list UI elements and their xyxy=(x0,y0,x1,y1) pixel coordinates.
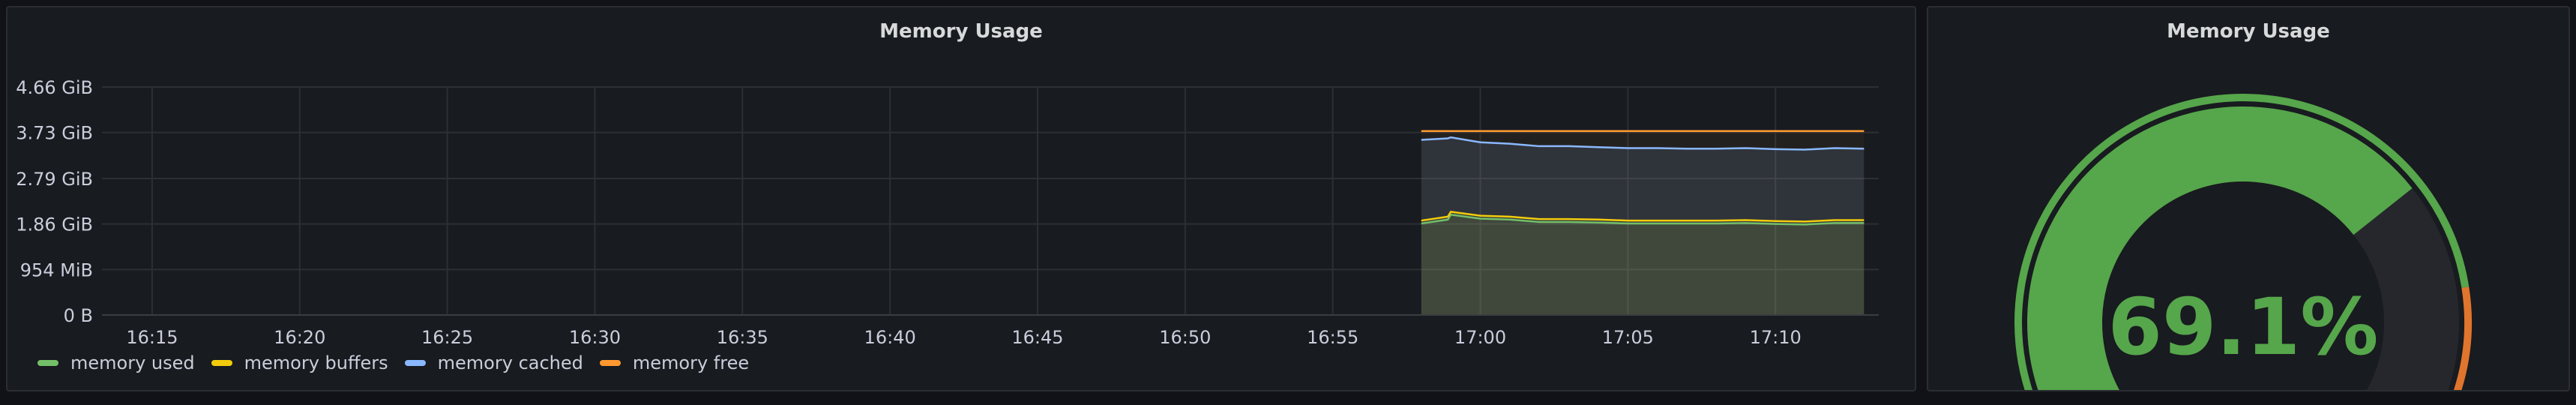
x-tick-label: 16:20 xyxy=(274,327,325,348)
y-tick-label: 3.73 GiB xyxy=(16,123,93,144)
x-tick-label: 16:40 xyxy=(864,327,916,348)
x-tick-label: 16:25 xyxy=(421,327,473,348)
y-tick-label: 2.79 GiB xyxy=(16,169,93,190)
x-tick-label: 16:50 xyxy=(1159,327,1211,348)
legend-label: memory cached xyxy=(437,352,583,374)
gauge-panel: Memory Usage 69.1% xyxy=(1927,6,2570,392)
y-tick-label: 954 MiB xyxy=(20,260,93,280)
gauge-value-arc xyxy=(2027,106,2413,390)
legend-item-memory-buffers[interactable]: memory buffers xyxy=(211,352,388,374)
legend-swatch xyxy=(599,360,621,366)
legend-swatch xyxy=(404,360,426,366)
x-tick-label: 17:10 xyxy=(1750,327,1802,348)
legend-label: memory buffers xyxy=(244,352,388,374)
x-tick-label: 17:05 xyxy=(1602,327,1654,348)
gauge-threshold-band xyxy=(2014,94,2470,390)
legend-label: memory free xyxy=(632,352,750,374)
x-tick-label: 16:30 xyxy=(569,327,621,348)
legend-item-memory-cached[interactable]: memory cached xyxy=(404,352,583,374)
x-tick-label: 17:00 xyxy=(1454,327,1506,348)
x-tick-label: 16:45 xyxy=(1011,327,1063,348)
series-area-memory-buffers xyxy=(1421,212,1865,315)
x-tick-label: 16:35 xyxy=(717,327,768,348)
memory-usage-timeseries-chart: 0 B 954 MiB 1.86 GiB 2.79 GiB 3.73 GiB 4.66 G… xyxy=(16,77,1879,348)
series-line-memory-used[interactable] xyxy=(1421,213,1865,226)
timeseries-panel: Memory Usage 0 B 954 MiB 1.86 GiB 2.79 GiB 3… xyxy=(6,6,1916,392)
legend: memory used memory buffers memory cached me… xyxy=(37,352,765,374)
series-line-memory-cached[interactable] xyxy=(1421,136,1865,151)
legend-item-memory-free[interactable]: memory free xyxy=(599,352,750,374)
legend-swatch xyxy=(211,360,232,366)
series-line-memory-buffers[interactable] xyxy=(1421,211,1865,223)
memory-usage-gauge: 69.1% xyxy=(2014,94,2472,390)
series-area-memory-cached xyxy=(1421,137,1865,315)
gauge-value-text: 69.1% xyxy=(2108,281,2379,373)
panel-title[interactable]: Memory Usage xyxy=(879,20,1043,43)
legend-item-memory-used[interactable]: memory used xyxy=(37,352,195,374)
y-tick-label: 4.66 GiB xyxy=(16,77,93,98)
x-tick-label: 16:55 xyxy=(1307,327,1358,348)
y-tick-label: 0 B xyxy=(64,305,93,326)
legend-swatch xyxy=(37,360,58,366)
legend-label: memory used xyxy=(70,352,195,374)
x-tick-label: 16:15 xyxy=(126,327,178,348)
series-area-memory-used xyxy=(1421,214,1865,315)
y-tick-label: 1.86 GiB xyxy=(16,214,93,236)
gauge-threshold-band xyxy=(2453,286,2472,390)
panel-title[interactable]: Memory Usage xyxy=(2167,20,2330,43)
